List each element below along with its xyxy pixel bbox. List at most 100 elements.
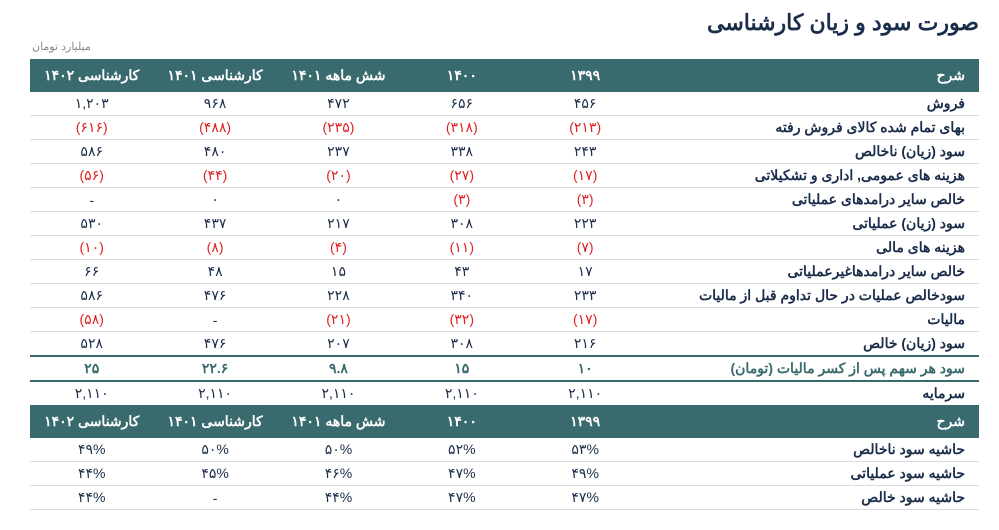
row-label: سود (زیان) عملیاتی [647,212,979,236]
cell: ۲۳۷ [277,140,400,164]
cell: (۲۱۳) [523,116,646,140]
row-label: خالص سایر درامدهای عملیاتی [647,188,979,212]
table-row: خالص سایر درامدهاغیرعملیاتی۱۷۴۳۱۵۴۸۶۶ [30,260,979,284]
row-label: سرمایه [647,381,979,406]
col-header: کارشناسی ۱۴۰۱ [153,60,276,91]
row-label: سود (زیان) خالص [647,332,979,357]
report-unit: میلیارد تومان [30,40,979,53]
cell: ۳۰۸ [400,212,523,236]
cell: ۹۶۸ [153,91,276,116]
cell: (۳۱۸) [400,116,523,140]
row-label: حاشیه سود ناخالص [647,437,979,462]
cell: ۳۰۸ [400,332,523,357]
cell: ۴۸ [153,260,276,284]
cell: (۲۰) [277,164,400,188]
cell: ۲۲۳ [523,212,646,236]
cell: (۳) [400,188,523,212]
col-header: شش ماهه ۱۴۰۱ [277,406,400,437]
cell: ۱۷ [523,260,646,284]
cell: ۲۱۶ [523,332,646,357]
row-label: سود هر سهم پس از کسر مالیات (تومان) [647,356,979,381]
cell: ۴۴% [30,462,153,486]
cell: ۰ [277,188,400,212]
cell: ۹.۸ [277,356,400,381]
cell: ۲,۱۱۰ [277,381,400,406]
report-container: صورت سود و زیان کارشناسی میلیارد تومان ش… [0,0,999,530]
cell: ۶۵۶ [400,91,523,116]
row-label: سود (زیان) ناخالص [647,140,979,164]
cell: ۴۵% [153,462,276,486]
col-header: شش ماهه ۱۴۰۱ [277,60,400,91]
cell: (۴۴) [153,164,276,188]
cell: ۱۰ [523,356,646,381]
cell: (۷) [523,236,646,260]
table-row: سود (زیان) ناخالص۲۴۳۳۳۸۲۳۷۴۸۰۵۸۶ [30,140,979,164]
row-label: حاشیه سود خالص [647,486,979,510]
cell: ۲۲۸ [277,284,400,308]
cell: ۲,۱۱۰ [523,381,646,406]
cell: (۱۰) [30,236,153,260]
cell: (۱۱) [400,236,523,260]
table-row: حاشیه سود عملیاتی۴۹%۴۷%۴۶%۴۵%۴۴% [30,462,979,486]
table-row: سود هر سهم پس از کسر مالیات (تومان)۱۰۱۵۹… [30,356,979,381]
cell: ۲۰۷ [277,332,400,357]
cell: ۵۲% [400,437,523,462]
cell: - [153,486,276,510]
col-header: ۱۳۹۹ [523,60,646,91]
row-label: سودخالص عملیات در حال تداوم قبل از مالیا… [647,284,979,308]
cell: (۱۷) [523,308,646,332]
cell: ۴۹% [523,462,646,486]
cell: ۵۳۰ [30,212,153,236]
cell: - [30,188,153,212]
cell: ۴۳۷ [153,212,276,236]
cell: ۲۱۷ [277,212,400,236]
col-header-desc: شرح [647,60,979,91]
cell: ۰ [153,188,276,212]
report-title: صورت سود و زیان کارشناسی [30,10,979,36]
cell: (۲۳۵) [277,116,400,140]
cell: ۲۵ [30,356,153,381]
cell: ۲۳۳ [523,284,646,308]
cell: (۲۱) [277,308,400,332]
cell: - [153,308,276,332]
row-label: حاشیه سود عملیاتی [647,462,979,486]
cell: ۵۰% [277,437,400,462]
table-row: حاشیه سود خالص۴۷%۴۷%۴۴%-۴۴% [30,486,979,510]
cell: ۲۴۳ [523,140,646,164]
table-header-1: شرح۱۳۹۹۱۴۰۰شش ماهه ۱۴۰۱کارشناسی ۱۴۰۱کارش… [30,60,979,91]
col-header: ۱۳۹۹ [523,406,646,437]
cell: ۴۹% [30,437,153,462]
cell: ۴۷۲ [277,91,400,116]
cell: ۲,۱۱۰ [153,381,276,406]
col-header: کارشناسی ۱۴۰۱ [153,406,276,437]
pnl-table: شرح۱۳۹۹۱۴۰۰شش ماهه ۱۴۰۱کارشناسی ۱۴۰۱کارش… [30,59,979,510]
cell: ۵۰% [153,437,276,462]
table-row: بهای تمام شده کالای فروش رفته(۲۱۳)(۳۱۸)(… [30,116,979,140]
col-header: کارشناسی ۱۴۰۲ [30,406,153,437]
cell: ۵۲۸ [30,332,153,357]
cell: ۱۵ [277,260,400,284]
cell: ۵۳% [523,437,646,462]
cell: (۲۷) [400,164,523,188]
table-row: فروش۴۵۶۶۵۶۴۷۲۹۶۸۱,۲۰۳ [30,91,979,116]
cell: ۵۸۶ [30,140,153,164]
row-label: خالص سایر درامدهاغیرعملیاتی [647,260,979,284]
cell: ۴۷% [400,486,523,510]
cell: (۳۲) [400,308,523,332]
cell: ۳۴۰ [400,284,523,308]
cell: (۸) [153,236,276,260]
cell: ۴۵۶ [523,91,646,116]
cell: ۳۳۸ [400,140,523,164]
cell: (۵۸) [30,308,153,332]
row-label: بهای تمام شده کالای فروش رفته [647,116,979,140]
cell: ۱,۲۰۳ [30,91,153,116]
table-row: سود (زیان) خالص۲۱۶۳۰۸۲۰۷۴۷۶۵۲۸ [30,332,979,357]
table-row: هزینه های مالی(۷)(۱۱)(۴)(۸)(۱۰) [30,236,979,260]
col-header: کارشناسی ۱۴۰۲ [30,60,153,91]
cell: ۱۵ [400,356,523,381]
col-header: ۱۴۰۰ [400,60,523,91]
cell: ۶۶ [30,260,153,284]
cell: ۴۴% [30,486,153,510]
cell: ۲۲.۶ [153,356,276,381]
cell: (۶۱۶) [30,116,153,140]
